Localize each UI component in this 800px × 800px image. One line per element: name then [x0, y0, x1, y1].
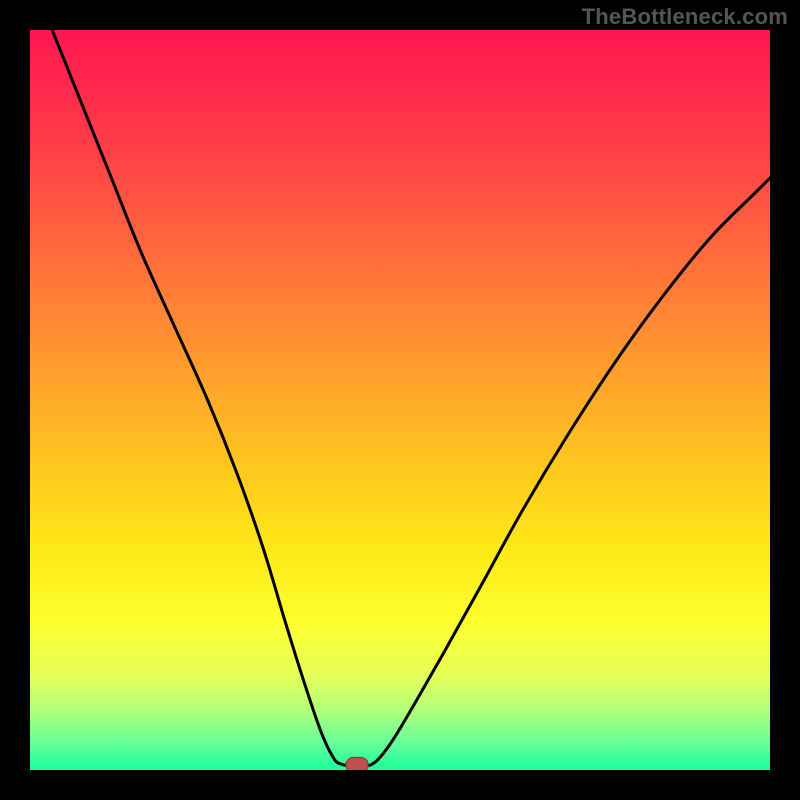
optimum-marker: [346, 757, 368, 772]
bottleneck-chart: [0, 0, 800, 800]
chart-frame: TheBottleneck.com: [0, 0, 800, 800]
gradient-background: [30, 30, 770, 770]
watermark-text: TheBottleneck.com: [582, 4, 788, 30]
